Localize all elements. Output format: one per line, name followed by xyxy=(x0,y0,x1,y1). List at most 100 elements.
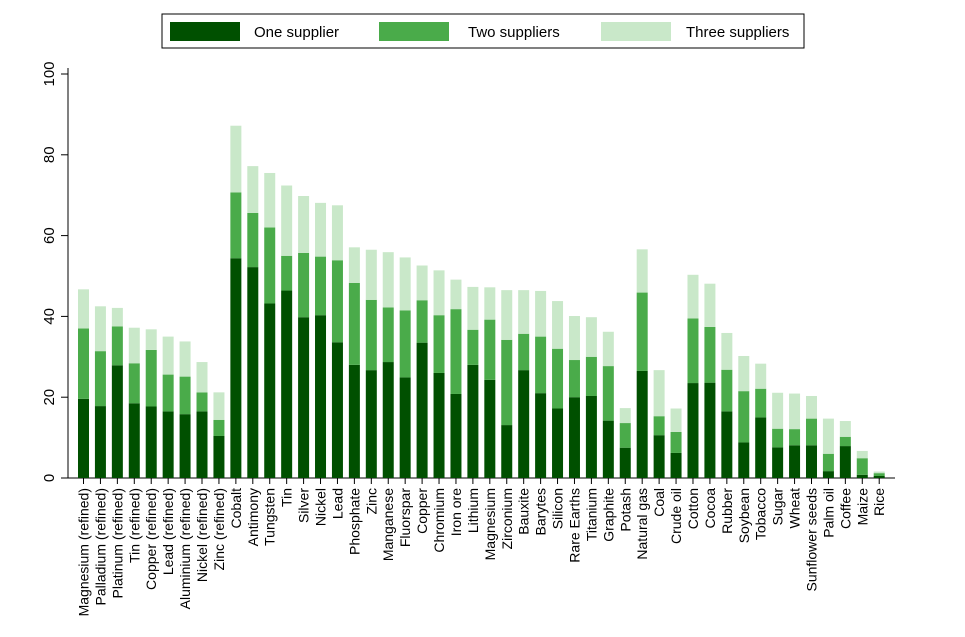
bar-segment xyxy=(501,339,513,426)
bar-segment xyxy=(636,249,648,293)
x-tick-label: Aluminium (refined) xyxy=(177,488,193,609)
x-tick-label: Antimony xyxy=(245,488,261,546)
y-tick-label: 0 xyxy=(41,474,58,482)
bar-segment xyxy=(382,252,394,308)
bar-segment xyxy=(467,329,479,365)
x-tick-label: Copper (refined) xyxy=(143,488,159,590)
x-tick-label: Nickel (refined) xyxy=(194,488,210,582)
bar-segment xyxy=(399,310,411,378)
bar-segment xyxy=(247,267,259,478)
bar-segment xyxy=(365,299,377,371)
bar-segment xyxy=(535,290,547,337)
bar-segment xyxy=(264,227,276,304)
x-tick-label: Palladium (refined) xyxy=(92,488,108,606)
bar-segment xyxy=(331,260,343,343)
legend-label-one-supplier: One supplier xyxy=(254,24,339,41)
bar-segment xyxy=(873,471,885,474)
bar-segment xyxy=(856,450,868,459)
legend: One supplier Two suppliers Three supplie… xyxy=(161,13,805,49)
bar-segment xyxy=(179,341,191,377)
bar-segment xyxy=(822,418,834,454)
x-tick-label: Magnesium (refined) xyxy=(76,488,92,616)
bar-segment xyxy=(670,408,682,432)
bar-segment xyxy=(789,429,801,446)
bar-segment xyxy=(484,379,496,478)
bar-segment xyxy=(128,327,140,364)
bar-segment xyxy=(619,447,631,478)
bar-segment xyxy=(602,366,614,421)
x-tick-label: Tin xyxy=(279,488,295,507)
bars xyxy=(78,125,885,478)
bar-segment xyxy=(501,425,513,478)
bar-segment xyxy=(755,388,767,418)
x-tick-label: Bauxite xyxy=(516,488,532,535)
bar-segment xyxy=(213,435,225,478)
bar-segment xyxy=(670,431,682,453)
bar-segment xyxy=(653,370,665,417)
bar-segment xyxy=(552,348,564,409)
bar-segment xyxy=(450,393,462,478)
x-tick-label: Nickel xyxy=(313,488,329,526)
bar-segment xyxy=(721,411,733,478)
bar-segment xyxy=(552,301,564,349)
bar-segment xyxy=(856,474,868,478)
bar-segment xyxy=(839,446,851,478)
bar-segment xyxy=(805,445,817,478)
bar-segment xyxy=(348,247,360,283)
x-tick-label: Tin (refined) xyxy=(126,488,142,563)
bar-segment xyxy=(281,185,293,256)
x-tick-label: Zinc (refined) xyxy=(211,488,227,570)
legend-box xyxy=(161,13,805,49)
bar-segment xyxy=(704,382,716,478)
bar-segment xyxy=(839,421,851,437)
x-tick-label: Potash xyxy=(617,488,633,532)
bar-segment xyxy=(196,392,208,412)
bar-segment xyxy=(365,370,377,478)
x-tick-label: Tungsten xyxy=(262,488,278,546)
bar-segment xyxy=(568,397,580,478)
bar-segment xyxy=(518,290,530,334)
bar-segment xyxy=(687,318,699,384)
bar-segment xyxy=(382,362,394,478)
bar-segment xyxy=(179,414,191,478)
bar-segment xyxy=(281,255,293,291)
x-tick-label: Cotton xyxy=(685,488,701,529)
bar-segment xyxy=(636,292,648,371)
bar-segment xyxy=(873,475,885,478)
bar-segment xyxy=(755,363,767,389)
bar-segment xyxy=(179,376,191,415)
bar-segment xyxy=(518,370,530,478)
legend-swatch-three-suppliers xyxy=(601,22,671,41)
bar-segment xyxy=(78,328,89,399)
bar-segment xyxy=(78,398,89,478)
bar-segment xyxy=(805,418,817,446)
y-tick-label: 80 xyxy=(41,146,58,163)
bar-segment xyxy=(619,423,631,448)
bar-segment xyxy=(281,290,293,478)
bar-segment xyxy=(484,287,496,320)
x-tick-label: Graphite xyxy=(600,488,616,542)
y-ticks: 0 20 40 60 80 100 xyxy=(41,61,68,482)
bar-segment xyxy=(348,364,360,478)
bar-segment xyxy=(94,306,106,352)
bar-segment xyxy=(619,408,631,424)
x-tick-label: Maize xyxy=(854,488,870,526)
x-tick-label: Rare Earths xyxy=(566,488,582,563)
bar-segment xyxy=(738,391,750,443)
bar-segment xyxy=(585,395,597,478)
x-tick-label: Palm oil xyxy=(820,488,836,538)
x-labels: Magnesium (refined) Palladium (refined) Pl… xyxy=(76,478,887,616)
bar-segment xyxy=(636,370,648,478)
bar-segment xyxy=(348,282,360,365)
bar-segment xyxy=(230,258,242,478)
bar-segment xyxy=(382,307,394,363)
y-tick-label: 100 xyxy=(41,61,58,86)
x-tick-label: Cobalt xyxy=(228,488,244,529)
x-tick-label: Wheat xyxy=(787,488,803,529)
bar-segment xyxy=(772,392,784,429)
bar-segment xyxy=(111,365,123,478)
bar-segment xyxy=(433,315,445,373)
y-tick-label: 20 xyxy=(41,389,58,406)
bar-segment xyxy=(365,249,377,300)
